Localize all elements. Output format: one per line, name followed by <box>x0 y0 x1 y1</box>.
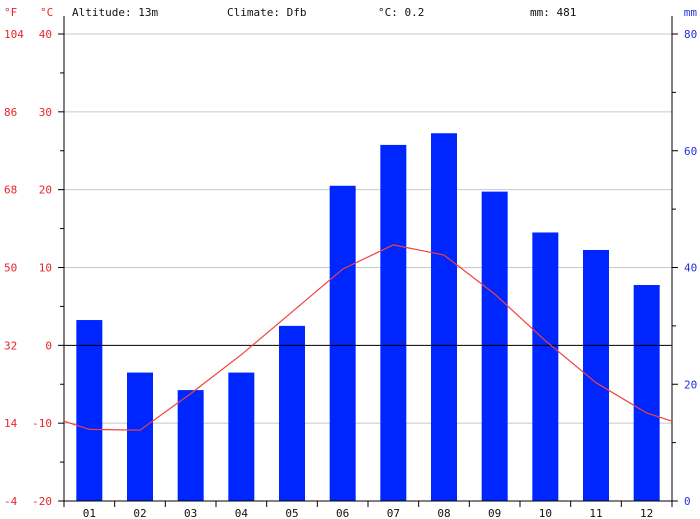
celsius-tick-label: 10 <box>39 262 52 275</box>
month-label: 02 <box>133 507 146 519</box>
celsius-tick-label: 20 <box>39 184 52 197</box>
plot-frame <box>63 16 673 502</box>
altitude-label: Altitude: 13m <box>72 6 158 19</box>
fahrenheit-tick-label: 32 <box>4 339 17 352</box>
total-precipitation-label: mm: 481 <box>530 6 576 19</box>
mm-tick-label: 0 <box>684 495 691 508</box>
fahrenheit-tick-label: 50 <box>4 262 17 275</box>
fahrenheit-tick-label: 86 <box>4 106 17 119</box>
precipitation-bar <box>76 320 103 501</box>
right-axis-ticks: 0 20 40 60 80 <box>672 28 697 508</box>
month-label: 08 <box>437 507 450 519</box>
precipitation-bar <box>127 372 153 501</box>
temperature-line <box>63 244 673 431</box>
precipitation-bar <box>279 325 305 501</box>
mm-unit-label: mm <box>684 6 698 19</box>
fahrenheit-tick-label: -4 <box>4 495 18 508</box>
precipitation-bar <box>633 285 660 501</box>
mm-tick-label: 20 <box>684 378 697 391</box>
month-label: 05 <box>285 507 298 519</box>
precipitation-bar <box>329 185 356 501</box>
precipitation-bars <box>76 133 660 502</box>
month-label: 06 <box>336 507 349 519</box>
celsius-tick-label: -20 <box>32 495 52 508</box>
x-axis-ticks: 01 02 03 04 05 06 07 08 09 10 11 12 <box>63 501 673 519</box>
celsius-unit-label: °C <box>40 6 53 19</box>
celsius-tick-label: 0 <box>45 339 52 352</box>
precipitation-bar <box>481 191 508 502</box>
fahrenheit-tick-label: 68 <box>4 184 17 197</box>
gridlines <box>64 33 672 424</box>
month-label: 03 <box>184 507 197 519</box>
temperature-line-group <box>63 244 673 431</box>
month-label: 09 <box>488 507 501 519</box>
month-label: 11 <box>589 507 602 519</box>
left-axis-ticks: -20 -10 0 10 20 30 40 -4 14 32 50 68 86 104 <box>4 28 64 508</box>
average-temperature-label: °C: 0.2 <box>378 6 424 19</box>
precipitation-bar <box>431 133 457 502</box>
celsius-tick-label: 30 <box>39 106 52 119</box>
celsius-tick-label: -10 <box>32 417 52 430</box>
precipitation-bar <box>177 390 204 501</box>
fahrenheit-unit-label: °F <box>4 6 17 19</box>
mm-tick-label: 80 <box>684 28 697 41</box>
fahrenheit-tick-label: 104 <box>4 28 24 41</box>
celsius-tick-label: 40 <box>39 28 52 41</box>
climate-label: Climate: Dfb <box>227 6 306 19</box>
precipitation-bar <box>228 372 255 501</box>
mm-tick-label: 40 <box>684 262 697 275</box>
month-label: 01 <box>83 507 96 519</box>
month-label: 12 <box>640 507 653 519</box>
month-label: 10 <box>539 507 552 519</box>
month-label: 04 <box>235 507 249 519</box>
mm-tick-label: 60 <box>684 145 697 158</box>
precipitation-bar <box>380 144 407 501</box>
month-label: 07 <box>387 507 400 519</box>
fahrenheit-tick-label: 14 <box>4 417 18 430</box>
precipitation-bar <box>532 232 559 501</box>
